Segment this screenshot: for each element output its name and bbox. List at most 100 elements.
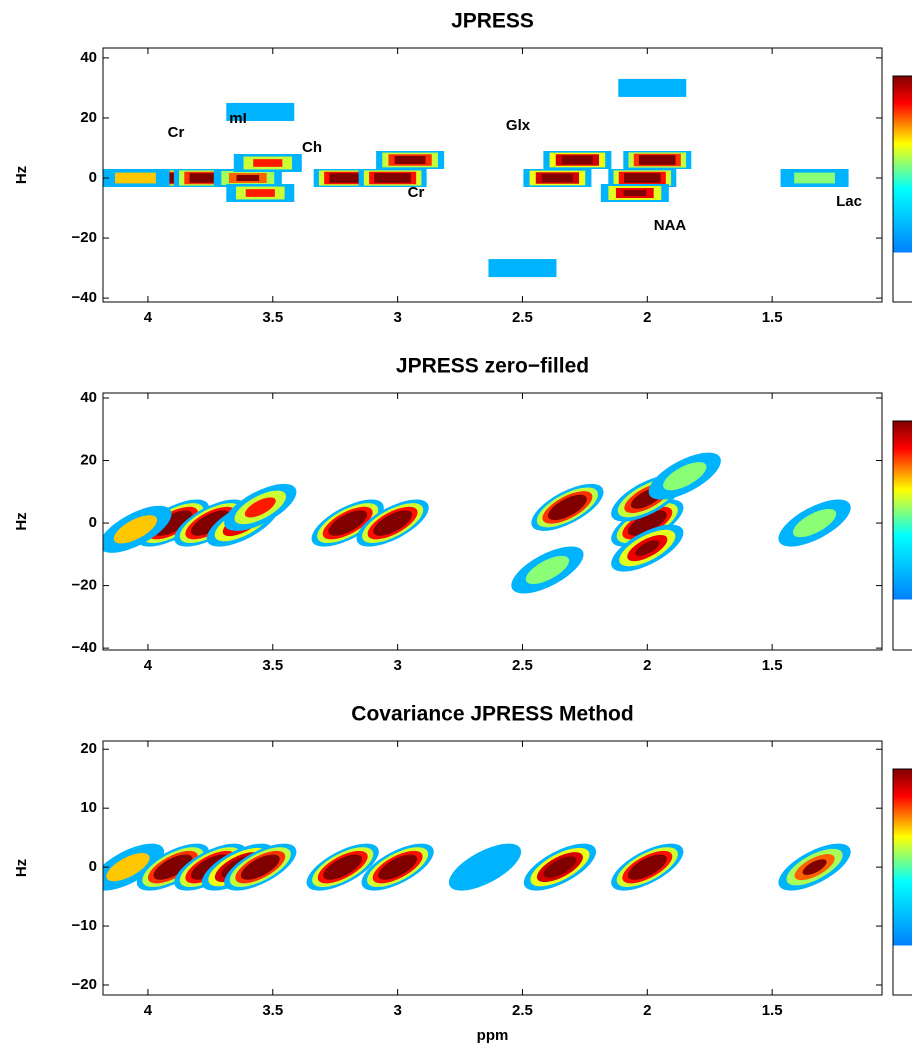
peak-contour — [635, 540, 660, 556]
y-axis-label: Hz — [13, 166, 30, 184]
x-tick-label: 1.5 — [762, 309, 783, 326]
peak-block — [236, 175, 260, 182]
x-tick-label: 3.5 — [262, 1002, 283, 1019]
peak-contour — [792, 508, 837, 538]
peak-block — [200, 175, 216, 181]
peak-block — [226, 102, 295, 121]
annotation: Ch — [302, 139, 322, 156]
peak-contour — [448, 843, 522, 891]
chart-title: JPRESS zero−filled — [396, 355, 589, 378]
y-axis-label: Hz — [13, 859, 30, 877]
peak-contour — [339, 517, 357, 529]
y-tick-label: 40 — [80, 389, 97, 406]
peak — [361, 843, 434, 891]
peak-contour — [389, 861, 406, 873]
peak — [226, 184, 295, 203]
peak-contour — [638, 861, 656, 873]
x-tick-label: 2 — [643, 309, 651, 326]
peak-contour — [244, 497, 276, 518]
x-tick-label: 3 — [393, 657, 401, 674]
peak — [523, 843, 597, 891]
peak-contour — [164, 861, 182, 873]
y-tick-label: 20 — [80, 109, 97, 126]
y-tick-label: 0 — [89, 858, 97, 875]
peak — [358, 169, 427, 188]
panel: JPRESS Hz 4 3.5 3 2.5 2 1.5 −40 −20 0 20 40 Cr mI Ch Cr G… — [13, 10, 912, 326]
plot-area — [103, 843, 851, 891]
peak — [103, 169, 170, 188]
peak — [448, 843, 522, 891]
peak-contour — [106, 853, 150, 882]
panel: Covariance JPRESS Method Hz ppm 4 3.5 3 2.5 2 1.… — [13, 703, 912, 1044]
peak — [778, 499, 851, 547]
peak — [488, 259, 557, 278]
peak — [136, 843, 210, 891]
peak — [511, 546, 584, 594]
x-tick-label: 4 — [144, 309, 153, 326]
peak — [623, 150, 692, 169]
peak — [226, 102, 295, 121]
y-tick-label: 20 — [80, 452, 97, 469]
y-axis-label: Hz — [13, 512, 30, 530]
peak-block — [488, 259, 557, 278]
peak-block — [253, 159, 283, 167]
peak-contour — [113, 515, 158, 544]
colorbar — [892, 768, 912, 996]
peak — [531, 483, 604, 531]
plot-area — [103, 452, 851, 594]
x-tick-label: 4 — [144, 1002, 153, 1019]
axes-box — [102, 47, 883, 303]
annotation: mI — [229, 110, 247, 127]
peak — [356, 499, 429, 547]
y-tick-label: −10 — [72, 917, 97, 934]
x-tick-label: 2.5 — [512, 1002, 533, 1019]
peak — [224, 483, 297, 531]
peak-block — [634, 175, 651, 181]
axes-box — [102, 740, 883, 996]
peak-contour — [550, 860, 570, 874]
peak-contour — [559, 502, 576, 513]
x-tick-label: 3 — [393, 309, 401, 326]
peak — [311, 499, 384, 547]
x-tick-label: 1.5 — [762, 657, 783, 674]
peak — [618, 78, 687, 97]
chart-title: Covariance JPRESS Method — [351, 703, 633, 726]
peak-block — [794, 172, 835, 184]
colorbar — [892, 420, 912, 651]
axes-box — [102, 392, 883, 651]
x-tick-label: 2 — [643, 657, 651, 674]
peak-contour — [663, 462, 707, 491]
peak-contour — [164, 517, 182, 529]
y-tick-label: 10 — [80, 799, 97, 816]
peak-block — [618, 78, 687, 97]
x-tick-label: 4 — [144, 657, 153, 674]
y-tick-label: 0 — [89, 514, 97, 531]
peak — [103, 843, 165, 891]
peak — [608, 169, 677, 188]
panel: JPRESS zero−filled Hz 4 3.5 3 2.5 2 1.5 −40 −20 0 2… — [13, 355, 912, 674]
peak-block — [649, 157, 666, 163]
peak — [306, 843, 379, 891]
peak — [611, 499, 684, 547]
peak-block — [115, 172, 156, 184]
x-tick-label: 3.5 — [262, 657, 283, 674]
peak — [648, 452, 721, 500]
annotation: Lac — [836, 193, 862, 210]
peak-block — [623, 190, 647, 197]
peak — [543, 150, 612, 169]
peak-contour — [802, 859, 827, 875]
y-tick-label: −40 — [72, 639, 97, 656]
y-tick-label: −20 — [72, 976, 97, 993]
peak-block — [400, 157, 420, 163]
peak — [600, 184, 669, 203]
peak — [213, 169, 282, 188]
annotation: Glx — [506, 117, 531, 134]
chart-title: JPRESS — [451, 10, 534, 33]
peak — [778, 843, 851, 891]
annotation: Cr — [408, 184, 425, 201]
x-tick-label: 3 — [393, 1002, 401, 1019]
y-tick-label: 20 — [80, 740, 97, 757]
x-tick-label: 2 — [643, 1002, 651, 1019]
peak — [376, 150, 445, 169]
